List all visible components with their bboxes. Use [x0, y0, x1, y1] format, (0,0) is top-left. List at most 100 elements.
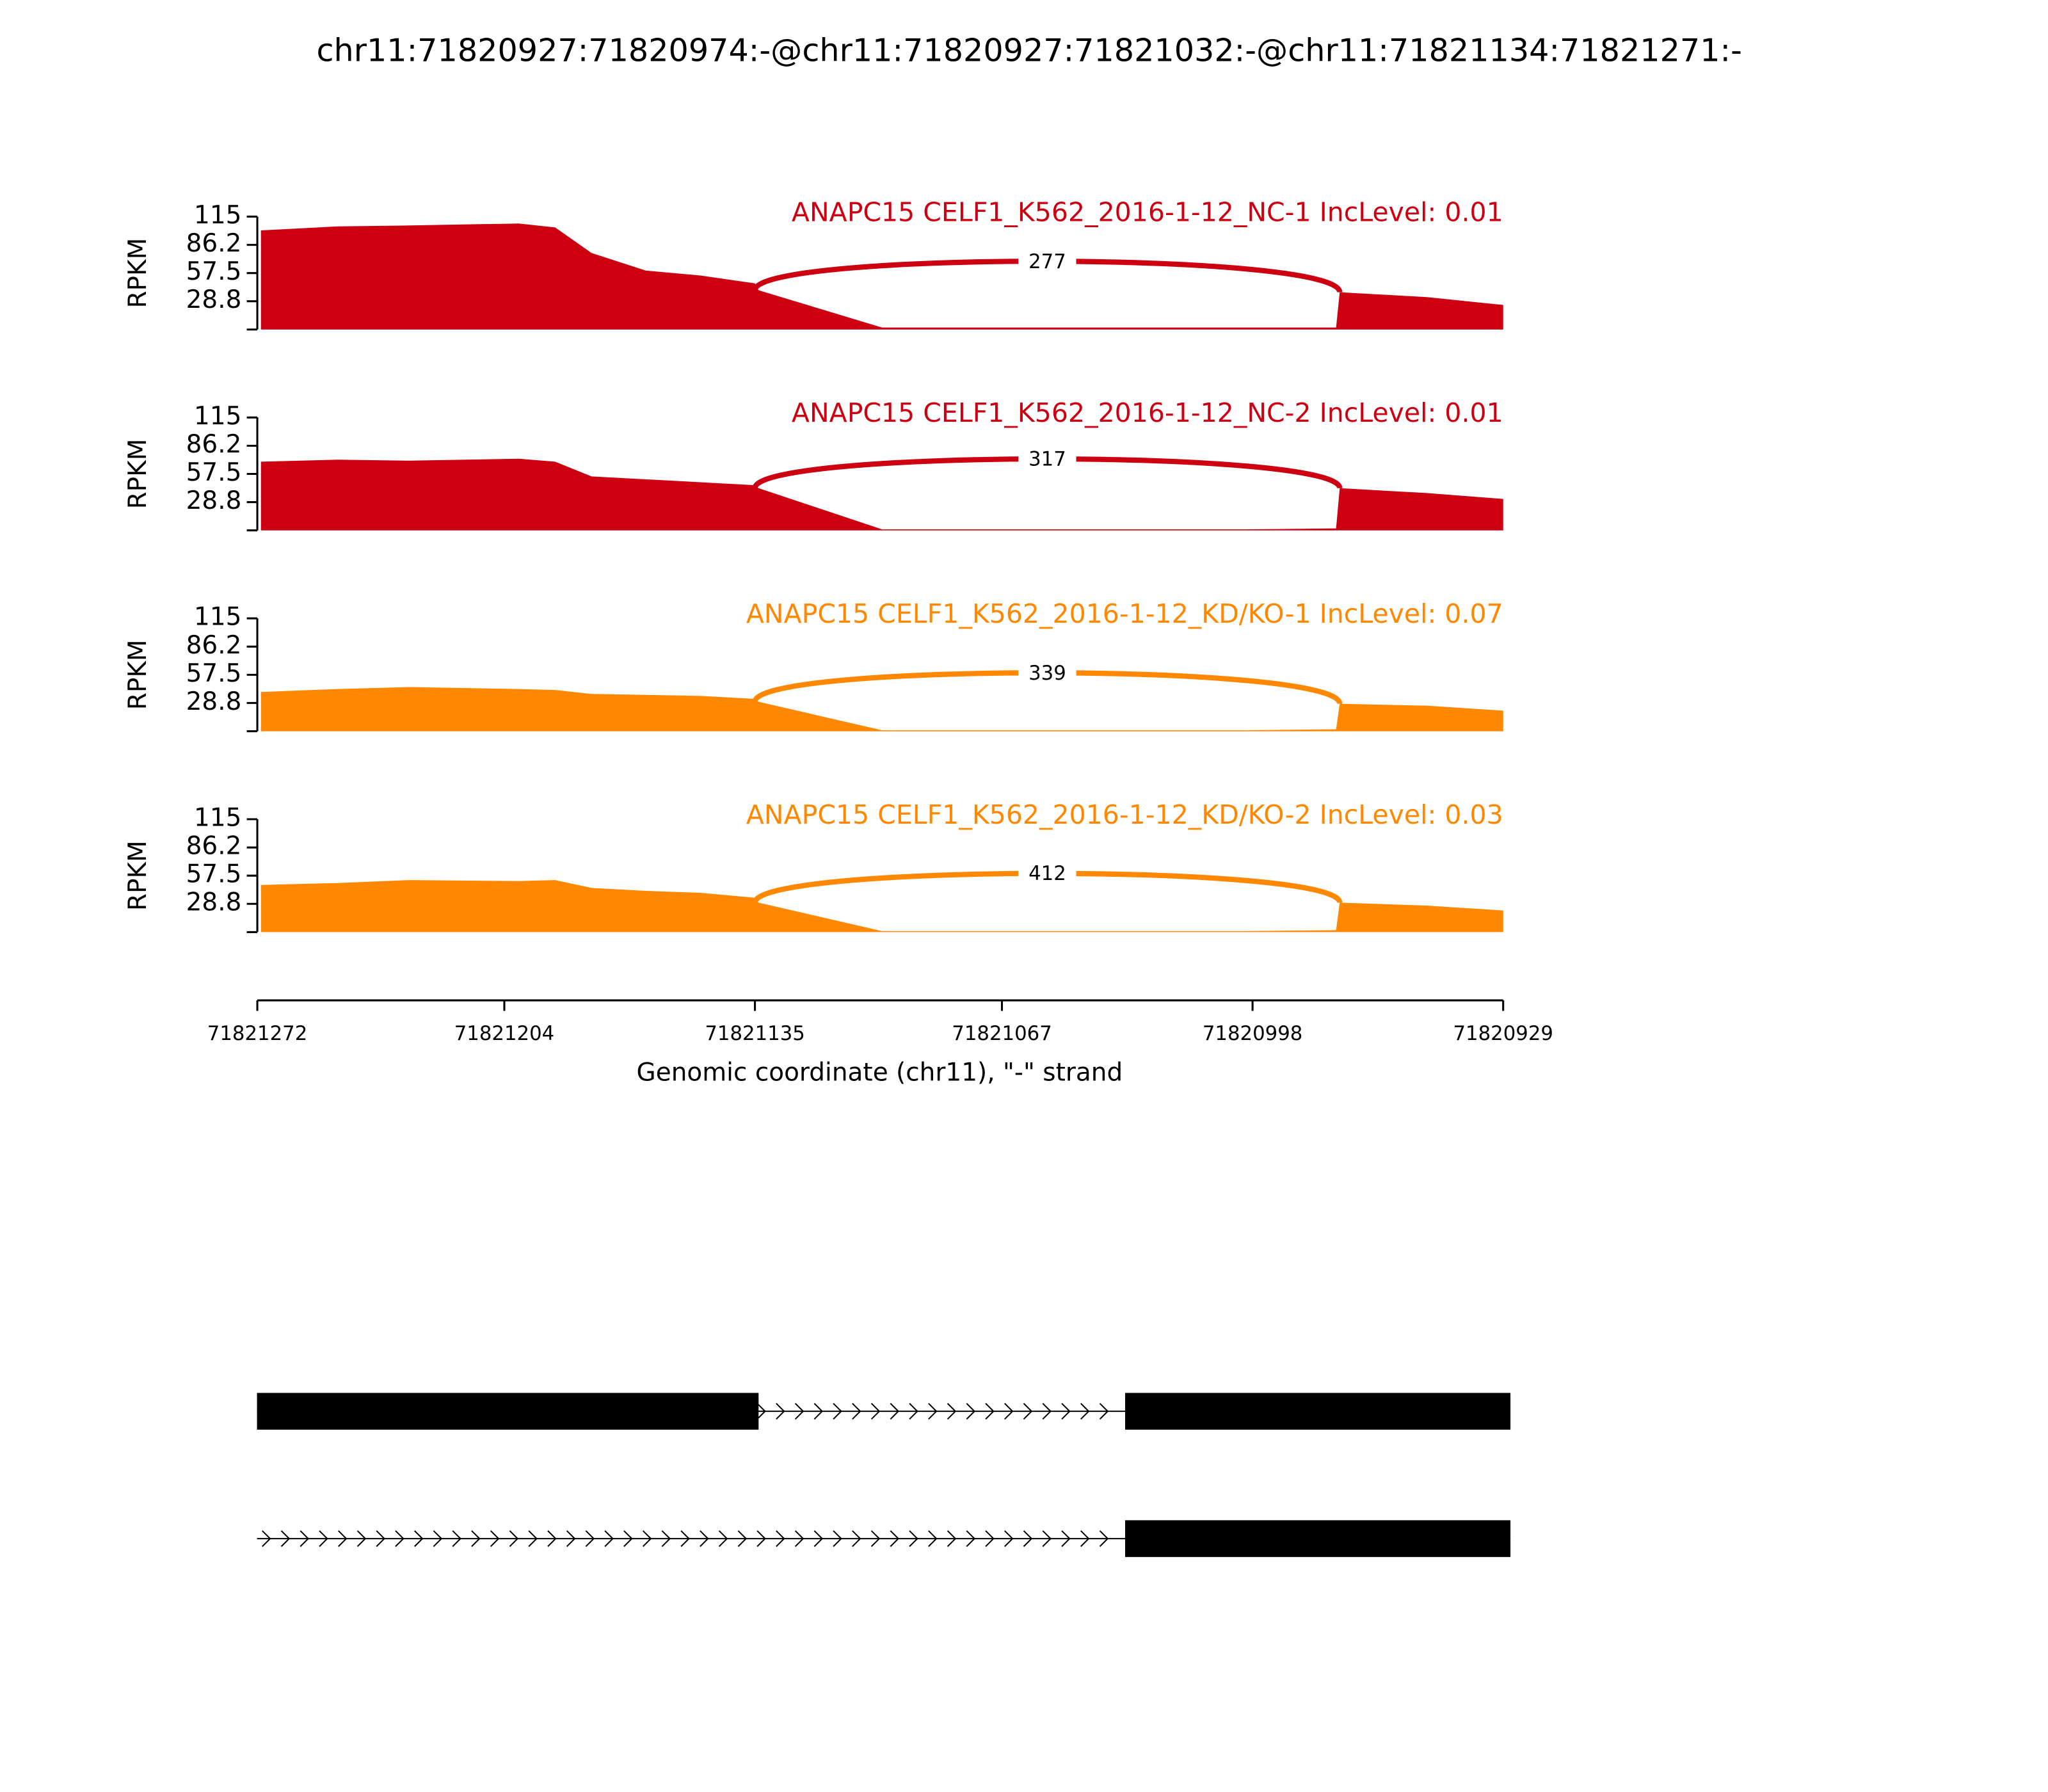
y-tick-label: 28.8	[186, 687, 242, 716]
strand-arrow	[414, 1530, 424, 1548]
strand-arrow	[833, 1403, 842, 1420]
strand-arrow	[642, 1530, 652, 1548]
y-tick-label: 86.2	[186, 430, 242, 459]
strand-arrow	[909, 1530, 918, 1548]
strand-arrow	[262, 1530, 271, 1548]
coverage-area	[260, 458, 1503, 531]
x-tick-label: 71821204	[454, 1022, 555, 1045]
strand-arrow	[1023, 1403, 1033, 1420]
strand-arrow	[794, 1530, 804, 1548]
strand-arrow	[909, 1403, 918, 1420]
junction-count: 317	[1028, 448, 1066, 471]
y-tick-label: 57.5	[186, 458, 242, 487]
sample-label: ANAPC15 CELF1_K562_2016-1-12_NC-1 IncLev…	[792, 196, 1503, 227]
strand-arrow	[509, 1530, 519, 1548]
junction-count-bg	[1018, 447, 1076, 471]
junction-count: 412	[1028, 862, 1066, 885]
strand-arrow	[966, 1403, 976, 1420]
strand-arrow	[870, 1530, 881, 1548]
strand-arrow	[833, 1530, 842, 1548]
strand-arrow	[1042, 1403, 1052, 1420]
strand-arrow	[1099, 1403, 1109, 1420]
strand-arrow	[661, 1530, 671, 1548]
strand-arrow	[1061, 1530, 1071, 1548]
strand-arrow	[528, 1530, 538, 1548]
strand-arrow	[319, 1530, 328, 1548]
x-tick-label: 71820998	[1203, 1022, 1303, 1045]
strand-arrow	[794, 1403, 804, 1420]
strand-arrow	[604, 1530, 614, 1548]
strand-arrow	[471, 1530, 481, 1548]
strand-arrow	[1004, 1530, 1014, 1548]
strand-arrow	[338, 1530, 348, 1548]
x-tick-label: 71821067	[952, 1022, 1052, 1045]
strand-arrow	[280, 1530, 291, 1548]
strand-arrow	[680, 1530, 690, 1548]
strand-arrow	[890, 1530, 900, 1548]
y-tick-label: 28.8	[186, 486, 242, 515]
y-axis-label: RPKM	[124, 840, 152, 911]
coverage-area	[260, 223, 1503, 330]
x-tick-label: 71821272	[207, 1022, 308, 1045]
strand-arrow	[737, 1530, 748, 1548]
x-tick-label: 71820929	[1453, 1022, 1553, 1045]
strand-arrow	[1023, 1530, 1033, 1548]
coverage-area	[260, 687, 1503, 732]
strand-arrow	[623, 1530, 633, 1548]
strand-arrow	[585, 1530, 595, 1548]
y-tick-label: 57.5	[186, 659, 242, 688]
strand-arrow	[813, 1403, 824, 1420]
strand-arrow	[433, 1530, 443, 1548]
strand-arrow	[852, 1403, 861, 1420]
strand-arrow	[452, 1530, 461, 1548]
junction-count-bg	[1018, 660, 1076, 685]
coverage-area	[260, 880, 1503, 932]
strand-arrow	[1061, 1403, 1071, 1420]
strand-arrow	[376, 1530, 385, 1548]
strand-arrow	[300, 1530, 310, 1548]
strand-arrow	[947, 1403, 957, 1420]
y-tick-label: 28.8	[186, 285, 242, 314]
y-tick-label: 86.2	[186, 832, 242, 861]
sample-label: ANAPC15 CELF1_K562_2016-1-12_NC-2 IncLev…	[792, 397, 1503, 428]
y-tick-label: 86.2	[186, 631, 242, 660]
strand-arrow	[700, 1530, 709, 1548]
strand-arrow	[947, 1530, 957, 1548]
junction-count: 339	[1028, 662, 1066, 685]
strand-arrow	[547, 1530, 557, 1548]
exon	[257, 1393, 759, 1430]
strand-arrow	[985, 1530, 995, 1548]
y-axis-label: RPKM	[124, 238, 152, 308]
sample-label: ANAPC15 CELF1_K562_2016-1-12_KD/KO-2 Inc…	[746, 799, 1503, 830]
y-tick-label: 57.5	[186, 860, 242, 889]
strand-arrow	[928, 1530, 938, 1548]
exon	[1124, 1520, 1511, 1557]
strand-arrow	[1080, 1403, 1090, 1420]
strand-arrow	[490, 1530, 500, 1548]
exon	[1124, 1393, 1511, 1430]
sample-label: ANAPC15 CELF1_K562_2016-1-12_KD/KO-1 Inc…	[746, 598, 1503, 629]
x-axis-label: Genomic coordinate (chr11), "-" strand	[637, 1058, 1123, 1087]
junction-count-bg	[1018, 249, 1076, 273]
strand-arrow	[870, 1403, 881, 1420]
junction-count: 277	[1028, 250, 1066, 273]
strand-arrow	[756, 1403, 766, 1420]
strand-arrow	[928, 1403, 938, 1420]
strand-arrow	[1099, 1530, 1109, 1548]
strand-arrow	[1004, 1403, 1014, 1420]
y-axis-label: RPKM	[124, 639, 152, 710]
y-tick-label: 28.8	[186, 888, 242, 917]
strand-arrow	[890, 1403, 900, 1420]
strand-arrow	[756, 1530, 766, 1548]
strand-arrow	[966, 1530, 976, 1548]
strand-arrow	[718, 1530, 728, 1548]
strand-arrow	[813, 1530, 824, 1548]
x-tick-label: 71821135	[705, 1022, 805, 1045]
strand-arrow	[395, 1530, 404, 1548]
strand-arrow	[566, 1530, 576, 1548]
y-tick-label: 115	[194, 402, 241, 431]
y-tick-label: 115	[194, 804, 241, 833]
y-tick-label: 115	[194, 603, 241, 632]
